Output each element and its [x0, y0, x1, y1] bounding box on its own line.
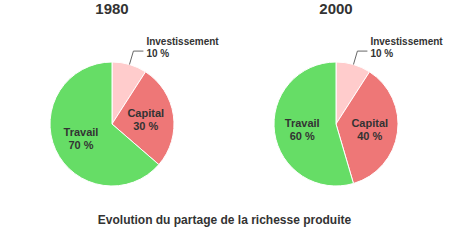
svg-text:Travail70 %: Travail70 % [64, 126, 99, 151]
html-text:Evolution du partage de la ric: Evolution du partage de la richesse prod… [97, 213, 352, 227]
html-text:2000: 2000 [319, 0, 353, 17]
svg-text:Travail60 %: Travail60 % [285, 117, 320, 142]
svg-text:Investissement10 %: Investissement10 % [370, 36, 441, 59]
svg-text:Capital40 %: Capital40 % [351, 117, 388, 142]
svg-text:Capital30 %: Capital30 % [127, 107, 164, 132]
html-text:1980: 1980 [95, 0, 129, 17]
svg-text:Investissement10 %: Investissement10 % [146, 36, 219, 59]
